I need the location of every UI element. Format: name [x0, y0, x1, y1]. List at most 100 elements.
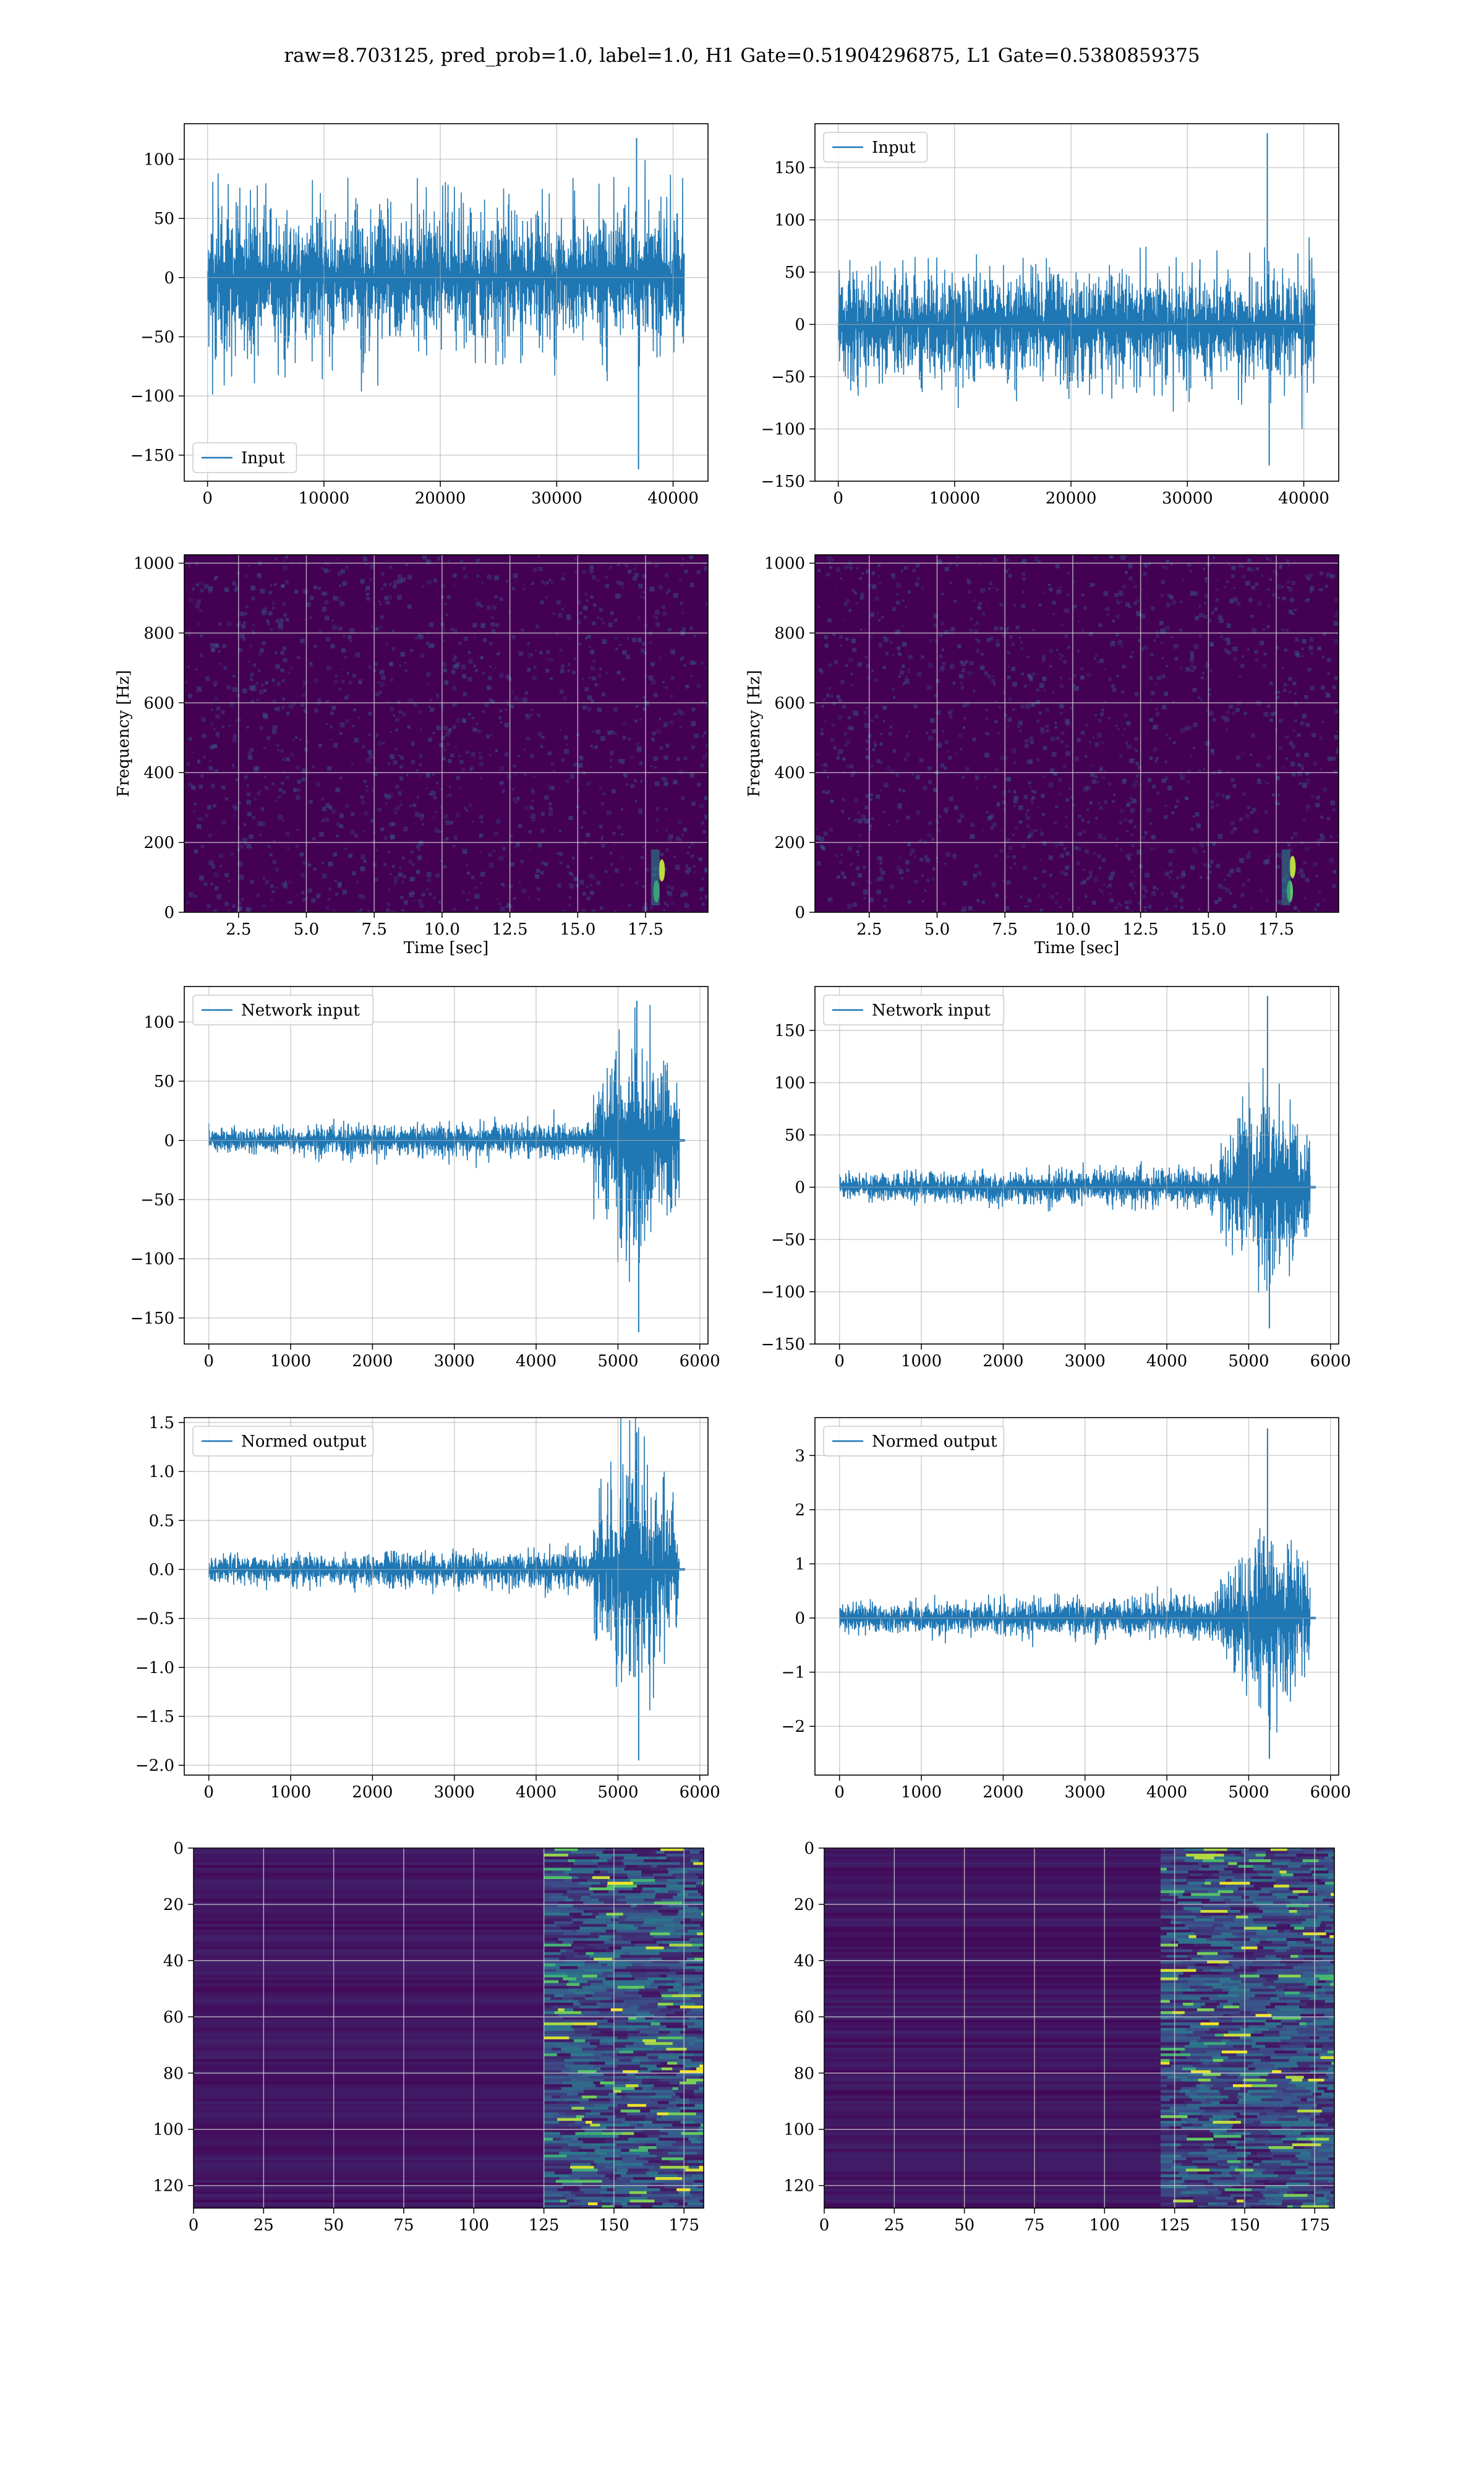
speckle [1167, 605, 1170, 607]
feature-cell [1209, 1898, 1225, 1902]
feature-cell [1284, 1901, 1291, 1905]
feature-cell [581, 2199, 589, 2203]
feature-cell [544, 2185, 563, 2189]
feature-cell [1219, 1870, 1233, 1874]
speckle [362, 745, 365, 748]
speckle [1100, 712, 1104, 716]
feature-cell [608, 2092, 617, 2096]
speckle [518, 755, 521, 758]
speckle [392, 822, 397, 827]
y-tick-label: −100 [130, 387, 174, 406]
speckle [339, 776, 343, 780]
feature-cell [565, 2050, 582, 2054]
speckle [582, 811, 586, 815]
speckle [928, 735, 933, 741]
feature-cell [616, 2143, 646, 2147]
speckle [427, 878, 431, 882]
feature-cell [579, 2005, 600, 2009]
speckle [213, 909, 217, 912]
speckle [691, 842, 694, 845]
speckle [872, 748, 876, 751]
speckle [237, 648, 242, 653]
speckle [578, 763, 583, 768]
speckle [205, 676, 210, 682]
speckle [1110, 641, 1115, 646]
speckle [250, 880, 254, 884]
feature-cell [582, 1924, 607, 1927]
feature-cell [559, 1966, 579, 1970]
feature-cell [1331, 1901, 1334, 1905]
feature-cell [544, 2152, 560, 2155]
speckle [239, 611, 244, 617]
speckle [1028, 781, 1031, 785]
speckle [283, 565, 288, 570]
speckle [1302, 876, 1305, 879]
speckle [1301, 768, 1304, 770]
feature-cell [674, 2205, 703, 2208]
speckle [238, 839, 243, 844]
speckle [1034, 557, 1039, 562]
speckle [1295, 753, 1300, 757]
feature-cell [616, 2092, 626, 2096]
feature-cell [1313, 1876, 1328, 1880]
speckle [589, 569, 594, 573]
feature-cell [578, 1876, 593, 1880]
feature-cell [1256, 1870, 1266, 1874]
speckle [267, 622, 270, 625]
feature-cell [609, 2177, 617, 2181]
feature-cell [614, 2061, 641, 2065]
feature-cell [1160, 1935, 1178, 1938]
speckle [345, 566, 349, 570]
speckle [198, 818, 201, 821]
speckle [1128, 852, 1133, 857]
feature-cell [1256, 1929, 1279, 1933]
speckle [208, 765, 212, 769]
feature-cell [639, 1910, 652, 1914]
speckle [242, 837, 247, 842]
feature-cell [656, 2146, 680, 2150]
feature-cell [1300, 1952, 1313, 1956]
feature-cell [685, 2034, 697, 2037]
feature-cell [701, 1912, 704, 1916]
speckle [865, 748, 869, 751]
feature-row [194, 1854, 544, 1857]
speckle [1089, 875, 1092, 878]
feature-cell [637, 2008, 661, 2012]
speckle [247, 753, 252, 758]
speckle [1048, 782, 1054, 787]
speckle [582, 705, 586, 709]
x-tick-label: 6000 [1310, 1783, 1351, 1802]
feature-cell [563, 1994, 586, 1998]
feature-row [194, 1887, 544, 1891]
speckle [1171, 849, 1176, 854]
feature-row [194, 2168, 544, 2172]
speckle [300, 702, 305, 707]
speckle [619, 581, 624, 586]
speckle [842, 798, 845, 802]
feature-cell [544, 2134, 564, 2138]
feature-cell [674, 2011, 688, 2014]
feature-cell [1173, 1949, 1193, 1953]
feature-cell [613, 2109, 621, 2113]
speckle [400, 896, 404, 899]
speckle [513, 573, 518, 578]
speckle [390, 706, 394, 711]
speckle [207, 805, 211, 810]
speckle [249, 834, 254, 839]
speckle [531, 713, 533, 716]
speckle [1133, 779, 1138, 784]
feature-cell [649, 2152, 668, 2155]
speckle [600, 736, 605, 741]
speckle [1226, 728, 1229, 732]
feature-cell [1273, 1952, 1301, 1956]
speckle [1179, 628, 1182, 631]
speckle [1062, 764, 1067, 769]
feature-cell [666, 2047, 687, 2051]
speckle [886, 766, 890, 770]
feature-cell [686, 1963, 704, 1967]
speckle [1108, 884, 1112, 888]
speckle [970, 617, 973, 620]
speckle [1281, 585, 1284, 588]
speckle [597, 708, 602, 713]
speckle [330, 725, 333, 729]
